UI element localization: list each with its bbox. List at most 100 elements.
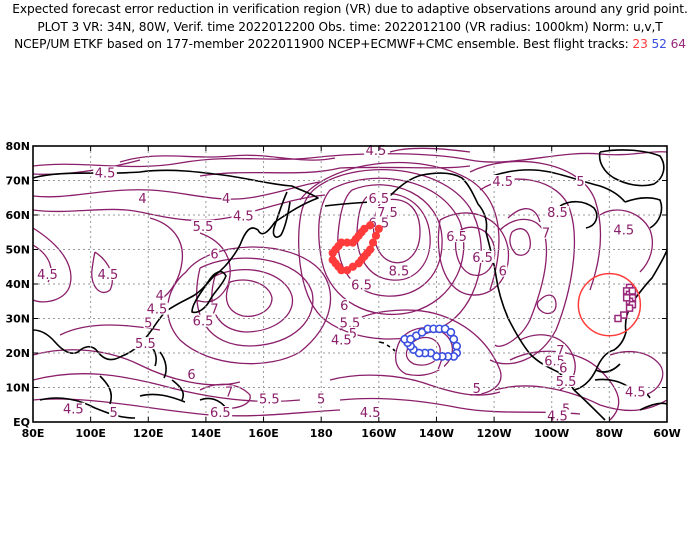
contour-label-bg bbox=[623, 385, 648, 398]
contour-label: 5.5 bbox=[556, 375, 577, 390]
contour-label: 5 bbox=[110, 406, 118, 421]
contour-label-bg bbox=[364, 143, 388, 156]
contour-label: 4.5 bbox=[147, 303, 168, 318]
track-23-point bbox=[366, 221, 375, 230]
longitude-labels: 80E 100E 120E 140E 160E 180 160W 140W 120W 100W 80… bbox=[22, 427, 681, 440]
flight-tracks bbox=[328, 221, 637, 361]
contour-label-bg bbox=[490, 174, 515, 187]
contour-label-bg bbox=[143, 316, 153, 329]
contour-label-bg bbox=[338, 316, 362, 329]
contour-label-bg bbox=[209, 302, 220, 315]
contour-label-bg bbox=[387, 264, 411, 277]
contour-label: 6.5 bbox=[351, 278, 372, 293]
contour-label-bg bbox=[96, 268, 120, 281]
contour-label: 4.5 bbox=[98, 268, 119, 283]
contour-label-bg bbox=[329, 333, 354, 346]
contour-label: 5 bbox=[576, 175, 584, 190]
contour-label-bg bbox=[35, 268, 60, 281]
lon-label: 60W bbox=[653, 427, 680, 440]
lat-label: 30N bbox=[5, 313, 30, 326]
contour-label: 5.5 bbox=[193, 220, 214, 235]
lat-label: 60N bbox=[5, 209, 30, 222]
lon-label: 120E bbox=[133, 427, 163, 440]
lon-label: 100E bbox=[75, 427, 105, 440]
contour-label: 6.5 bbox=[368, 216, 389, 231]
contour-label: 7 bbox=[225, 385, 233, 400]
title-line-1: Expected forecast error reduction in ver… bbox=[12, 2, 688, 16]
contour-label-bg bbox=[611, 223, 636, 236]
lat-label: 50N bbox=[5, 244, 30, 257]
contour-lines bbox=[33, 147, 667, 421]
contour-label-bg bbox=[561, 402, 571, 415]
track-23-point bbox=[328, 255, 337, 264]
contour-label: 4 bbox=[222, 192, 230, 207]
lat-label: 80N bbox=[5, 140, 30, 153]
contour-label: 5.5 bbox=[259, 392, 280, 407]
verification-region-circle bbox=[577, 272, 642, 337]
contour-label-bg bbox=[137, 192, 148, 205]
contour-label-bg bbox=[375, 206, 400, 218]
contour-label: 6 bbox=[559, 361, 567, 376]
contour-label-bg bbox=[555, 344, 565, 356]
contour-label-bg bbox=[545, 206, 570, 218]
contour-label: 4.5 bbox=[95, 166, 116, 181]
contour-label-bg bbox=[348, 326, 358, 339]
lat-label: 20N bbox=[5, 347, 30, 360]
track-64-point bbox=[614, 314, 622, 323]
track-52-label: 52 bbox=[651, 37, 667, 51]
contour-label: 4.5 bbox=[613, 223, 634, 238]
contour-label-bg bbox=[358, 406, 382, 419]
contour-label-bg bbox=[145, 302, 169, 315]
lon-label: 100W bbox=[534, 427, 569, 440]
lon-label: 180 bbox=[310, 427, 333, 440]
contour-label-bg bbox=[472, 381, 482, 394]
contour-label-bg bbox=[231, 209, 256, 222]
track-64-point bbox=[622, 294, 631, 302]
contour-label: 8.5 bbox=[547, 206, 568, 221]
contour-label: 4.5 bbox=[492, 175, 513, 190]
contour-label-bg bbox=[191, 314, 215, 327]
contour-label-bg bbox=[339, 299, 349, 312]
contour-label: 4.5 bbox=[233, 209, 254, 224]
contour-label-bg bbox=[444, 230, 469, 243]
lon-label: 80E bbox=[22, 427, 45, 440]
contour-label: 4 bbox=[156, 289, 164, 304]
contour-label-bg bbox=[208, 406, 233, 419]
track-52-point bbox=[406, 334, 415, 344]
contour-label: 7 bbox=[542, 227, 550, 242]
title-line-2: PLOT 3 VR: 34N, 80W, Verif. time 2022012… bbox=[37, 20, 663, 34]
contour-label: 5.5 bbox=[135, 337, 156, 352]
contour-label: 6.5 bbox=[472, 251, 493, 266]
contour-label-bg bbox=[61, 402, 86, 415]
verification-region bbox=[577, 272, 642, 337]
track-64-point bbox=[625, 304, 634, 312]
coastlines bbox=[33, 149, 667, 421]
contour-labels: 4.54.54 44.55.564.5 4.544.5 76.555.5676.55.… bbox=[35, 143, 648, 425]
lon-label: 140W bbox=[419, 427, 454, 440]
contour-label: 5 bbox=[144, 316, 152, 331]
contour-label-bg bbox=[155, 288, 165, 301]
track-23-point bbox=[371, 231, 381, 240]
contour-label-bg bbox=[133, 337, 158, 350]
title-line-3: NCEP/UM ETKF based on 177-member 2022011… bbox=[0, 37, 700, 51]
contour-label: 4.5 bbox=[37, 268, 58, 283]
contour-label-bg bbox=[109, 406, 119, 419]
track-64-point bbox=[628, 287, 637, 295]
contour-label: 4.5 bbox=[625, 385, 646, 400]
contour-label: 6.5 bbox=[446, 230, 467, 245]
latitude-labels: 80N 70N 60N 50N 40N 30N 20N 10N EQ bbox=[5, 140, 30, 429]
contour-label: 4.5 bbox=[360, 406, 381, 421]
lat-lon-grid bbox=[33, 146, 667, 422]
contour-label: 4.5 bbox=[331, 334, 352, 349]
lat-label: 40N bbox=[5, 278, 30, 291]
contour-label: 6.5 bbox=[193, 315, 214, 330]
contour-label-bg bbox=[575, 174, 586, 187]
contour-label-bg bbox=[221, 192, 231, 205]
contour-label-bg bbox=[316, 392, 326, 405]
lat-label: EQ bbox=[13, 416, 30, 429]
contour-label-bg bbox=[186, 368, 197, 381]
contour-label: 7 bbox=[210, 303, 218, 318]
contour-label: 7 bbox=[556, 344, 564, 359]
contour-label: 5 bbox=[317, 392, 325, 407]
